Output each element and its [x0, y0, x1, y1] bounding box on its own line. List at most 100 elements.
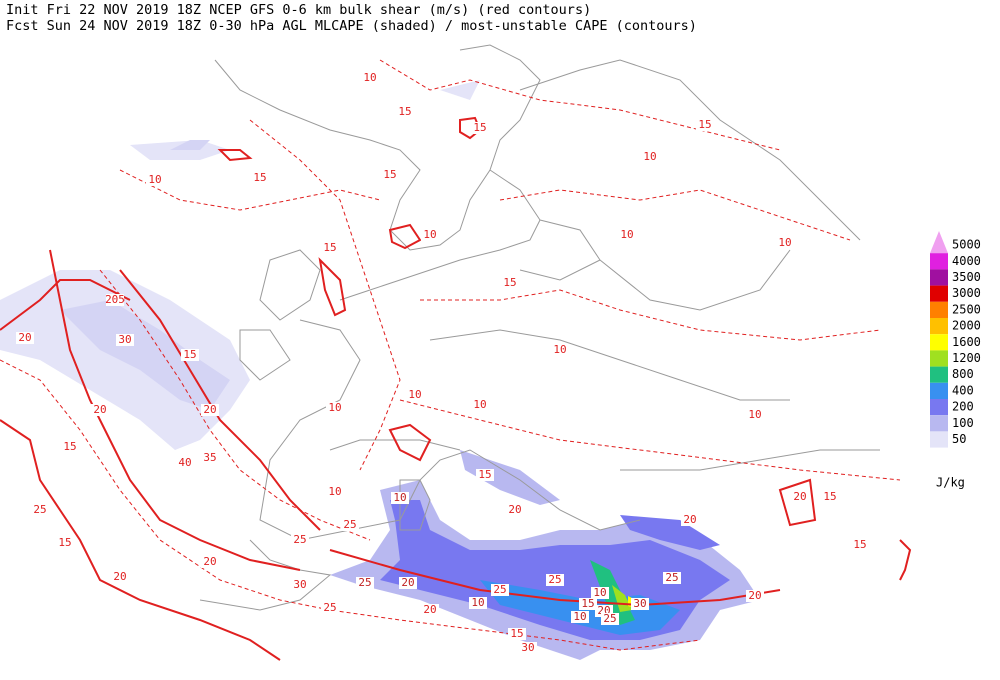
label-box [601, 613, 619, 625]
cape-label: 25 [665, 571, 678, 584]
shear-label: 15 [510, 627, 523, 640]
cape-label: 10 [393, 491, 406, 504]
label-box [399, 577, 417, 589]
shear-label: 10 [643, 150, 656, 163]
label-box [56, 537, 74, 549]
label-box [321, 242, 339, 254]
label-box [291, 534, 309, 546]
label-box [106, 294, 124, 306]
shear-label: 10 [423, 228, 436, 241]
shear-label: 10 [408, 388, 421, 401]
label-box [111, 571, 129, 583]
shear-label: 10 [328, 485, 341, 498]
shear-label: 10 [328, 401, 341, 414]
shear-label: 20 [113, 570, 126, 583]
shear-label: 15 [383, 168, 396, 181]
shear-label: 15 [823, 490, 836, 503]
shear-label: 15 [63, 440, 76, 453]
label-box [663, 572, 681, 584]
label-box [519, 642, 537, 654]
label-box [421, 604, 439, 616]
shear-label: 10 [553, 343, 566, 356]
label-box [421, 229, 439, 241]
label-box [396, 106, 414, 118]
shear-label: 20 [203, 403, 216, 416]
legend-label: 200 [952, 400, 974, 414]
label-box [618, 229, 636, 241]
cape-label: 10 [593, 586, 606, 599]
shear-label: 20 [748, 589, 761, 602]
shear-label: 15 [58, 536, 71, 549]
label-box [469, 597, 487, 609]
legend-swatch [930, 334, 948, 351]
shear-label: 10 [363, 71, 376, 84]
shear-label: 20 [93, 403, 106, 416]
shear-contours [0, 59, 912, 661]
cape-label: 10 [573, 610, 586, 623]
label-box [571, 611, 589, 623]
label-box [361, 72, 379, 84]
legend-swatch [930, 350, 948, 367]
header-line: Fcst Sun 24 NOV 2019 18Z 0-30 hPa AGL ML… [6, 18, 697, 34]
shear-label: 15 [183, 348, 196, 361]
label-box [201, 452, 219, 464]
legend-swatch [930, 415, 948, 432]
shear-label: 15 [503, 276, 516, 289]
label-box [181, 349, 199, 361]
label-box [326, 486, 344, 498]
legend-swatch [930, 269, 948, 286]
shear-label: 10 [778, 236, 791, 249]
label-box [381, 169, 399, 181]
legend-swatch [930, 399, 948, 416]
label-box [696, 119, 714, 131]
label-box [251, 172, 269, 184]
label-box [176, 457, 194, 469]
shear-label: 15 [853, 538, 866, 551]
legend-swatch [930, 318, 948, 335]
legend-label: 2500 [952, 302, 981, 316]
legend-label: 800 [952, 367, 974, 381]
shear-label: 30 [118, 333, 131, 346]
label-box [61, 441, 79, 453]
legend-label: 100 [952, 416, 974, 430]
label-box [471, 122, 489, 134]
legend-swatch [930, 431, 948, 448]
legend-swatch [930, 382, 948, 399]
legend-label: 3500 [952, 270, 981, 284]
legend-label: 50 [952, 432, 966, 446]
shear-label: 30 [293, 578, 306, 591]
coastlines [199, 44, 880, 611]
legend-swatch [930, 253, 948, 270]
shear-label: 15 [473, 121, 486, 134]
cape-label: 20 [401, 576, 414, 589]
legend-label: 1600 [952, 335, 981, 349]
label-box [321, 602, 339, 614]
shear-label: 15 [253, 171, 266, 184]
label-box [508, 628, 526, 640]
cape-label: 15 [581, 597, 594, 610]
cape-label: 10 [471, 596, 484, 609]
shear-label: 15 [698, 118, 711, 131]
legend-swatch [930, 366, 948, 383]
shear-label: 15 [478, 468, 491, 481]
shear-label: 35 [203, 451, 216, 464]
shear-label: 10 [620, 228, 633, 241]
label-box [851, 539, 869, 551]
label-box [471, 399, 489, 411]
label-box [356, 577, 374, 589]
shear-label: 40 [178, 456, 191, 469]
legend-unit: J/kg [936, 476, 965, 490]
label-box [791, 491, 809, 503]
shear-label: 25 [343, 518, 356, 531]
label-box [746, 590, 764, 602]
label-box [506, 504, 524, 516]
label-box [491, 584, 509, 596]
legend-swatch [930, 301, 948, 318]
cape-label: 30 [633, 597, 646, 610]
label-box [291, 579, 309, 591]
legend: 5000 4000 3500 3000 2500 2000 1600 1200 800 400 20… [930, 231, 981, 448]
shear-label: 20 [508, 503, 521, 516]
label-box [116, 334, 134, 346]
